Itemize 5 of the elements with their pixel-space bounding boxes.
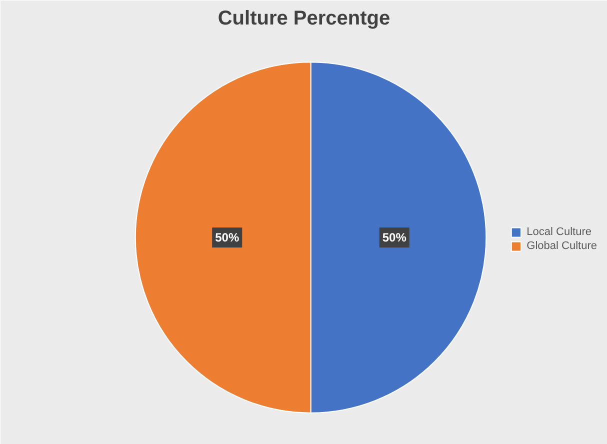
chart-title: Culture Percentge <box>218 8 390 30</box>
data-label: 50% <box>382 230 407 244</box>
legend-label: Global Culture <box>526 240 597 252</box>
data-label: 50% <box>215 230 240 244</box>
legend-label: Local Culture <box>526 226 592 238</box>
